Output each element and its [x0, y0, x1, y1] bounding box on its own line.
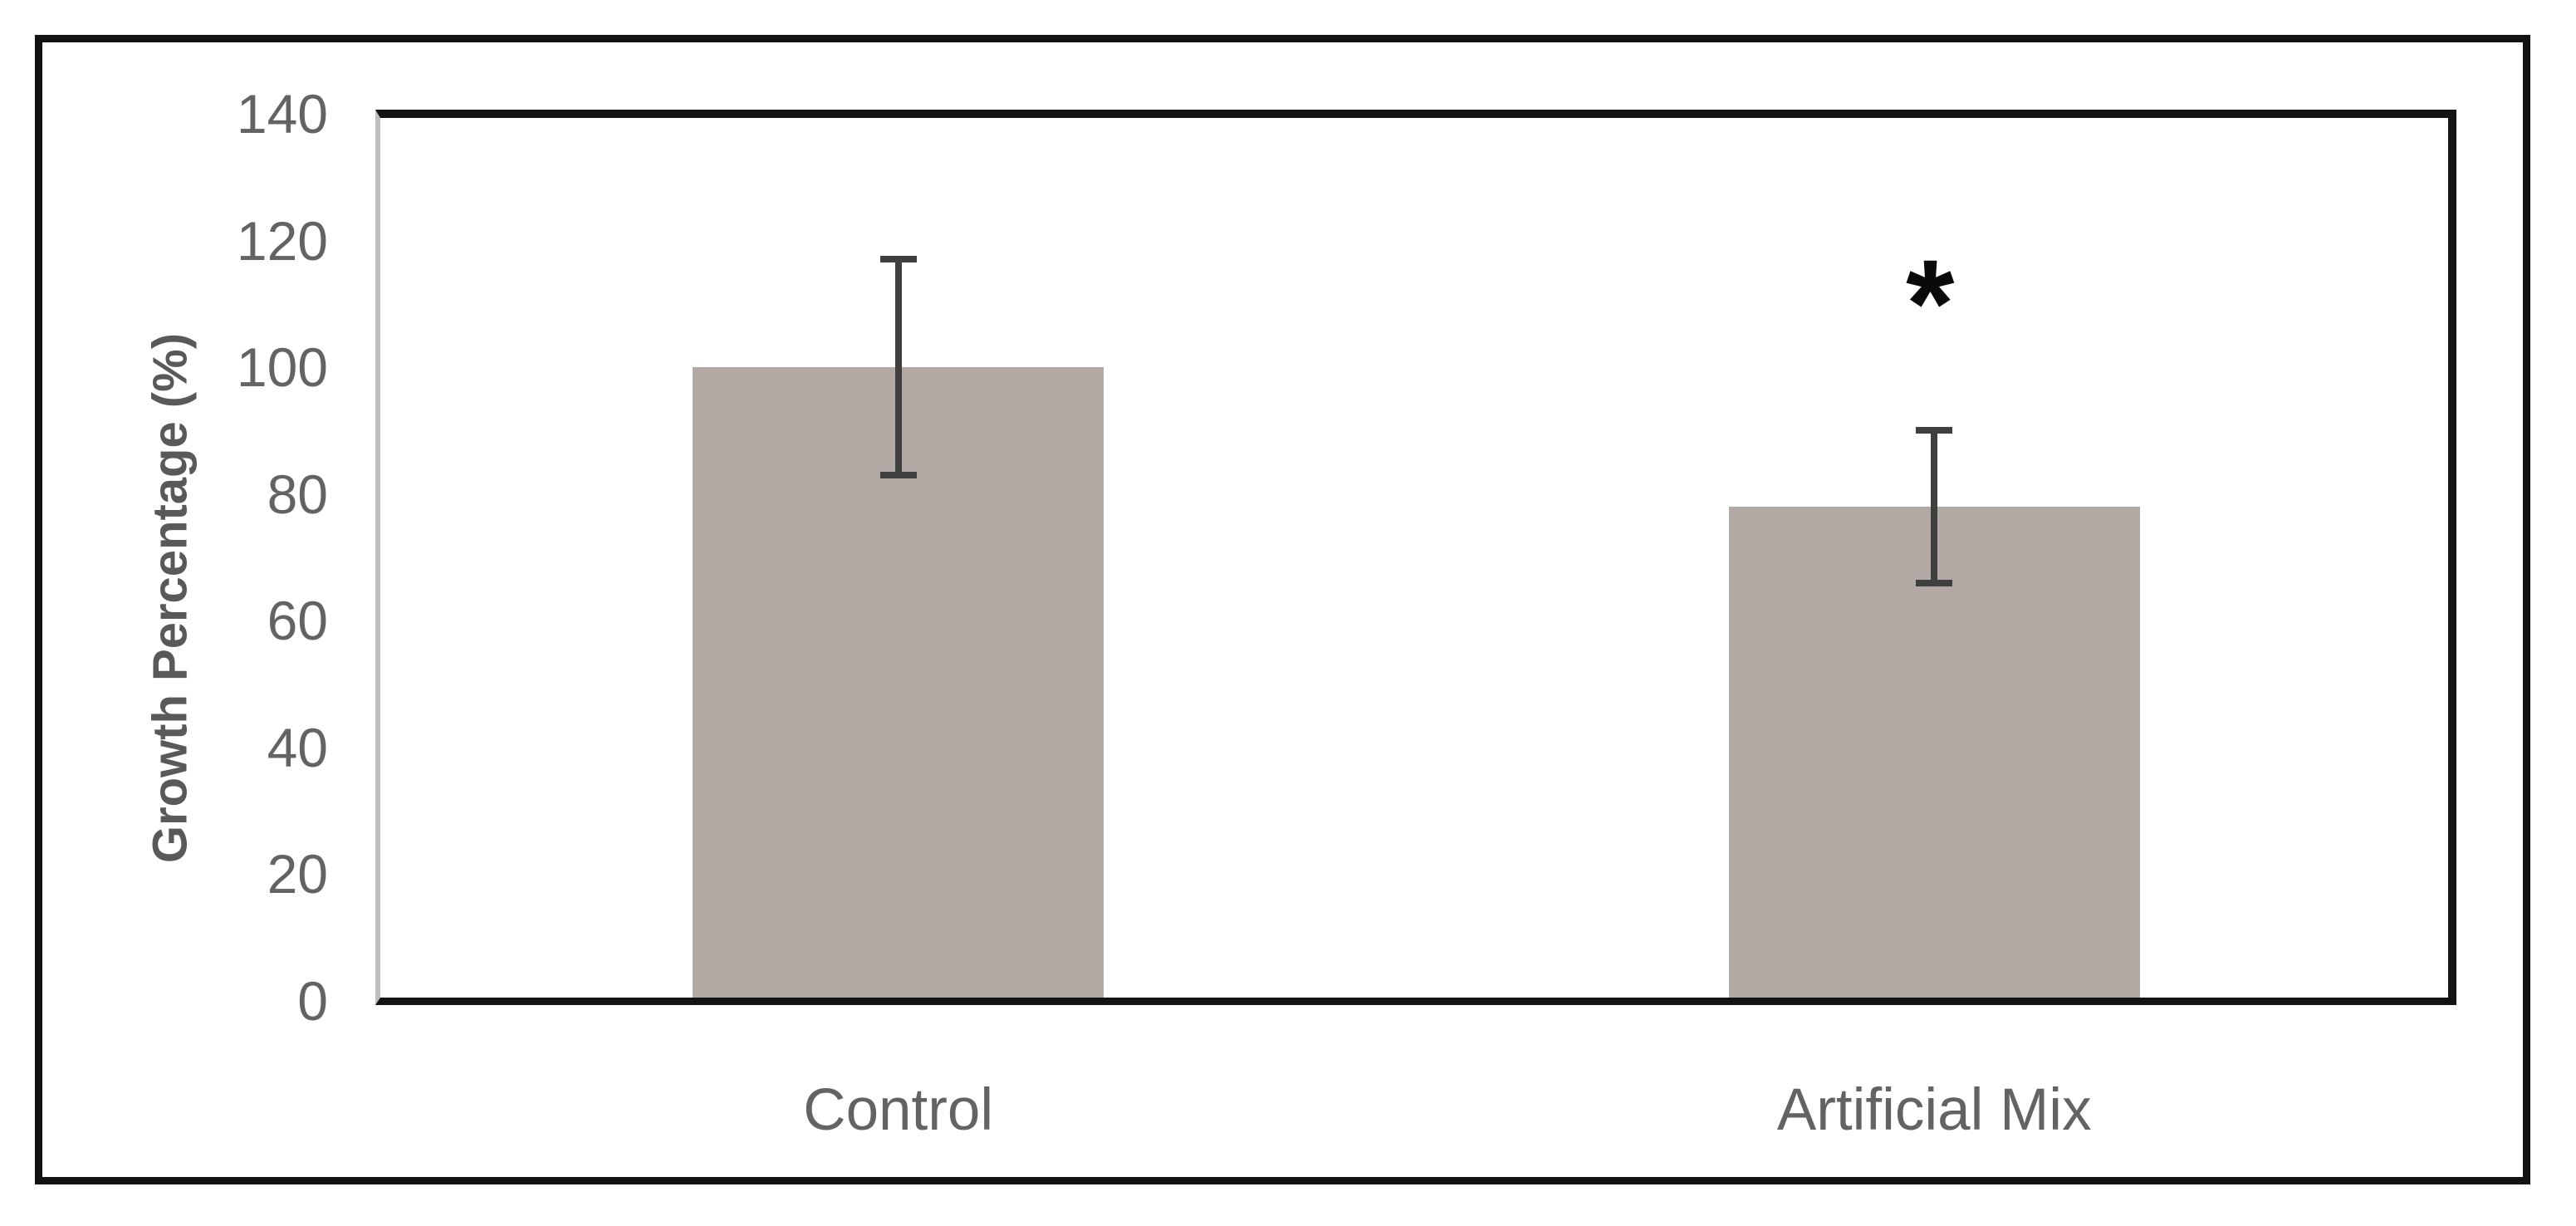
x-category-label: Control — [803, 1077, 994, 1143]
y-tick-label: 120 — [236, 209, 328, 272]
significance-asterisk: * — [1906, 233, 1955, 373]
y-tick-label: 140 — [236, 83, 328, 145]
error-bar-cap-bottom — [879, 471, 917, 478]
x-category-label: Artificial Mix — [1776, 1077, 2092, 1143]
y-tick-label: 40 — [267, 716, 328, 778]
y-tick-label: 60 — [267, 590, 328, 652]
error-bar-cap-top — [1916, 427, 1953, 434]
y-tick-label: 100 — [236, 336, 328, 399]
y-tick-label: 20 — [267, 843, 328, 905]
y-tick-label: 80 — [267, 463, 328, 525]
error-bar-cap-top — [879, 256, 917, 263]
y-tick-label: 0 — [297, 970, 328, 1032]
bar-artificial-mix — [1728, 506, 2140, 998]
error-bar-line — [1931, 430, 1938, 583]
error-bar-cap-bottom — [1916, 579, 1953, 586]
error-bar-line — [894, 259, 902, 475]
